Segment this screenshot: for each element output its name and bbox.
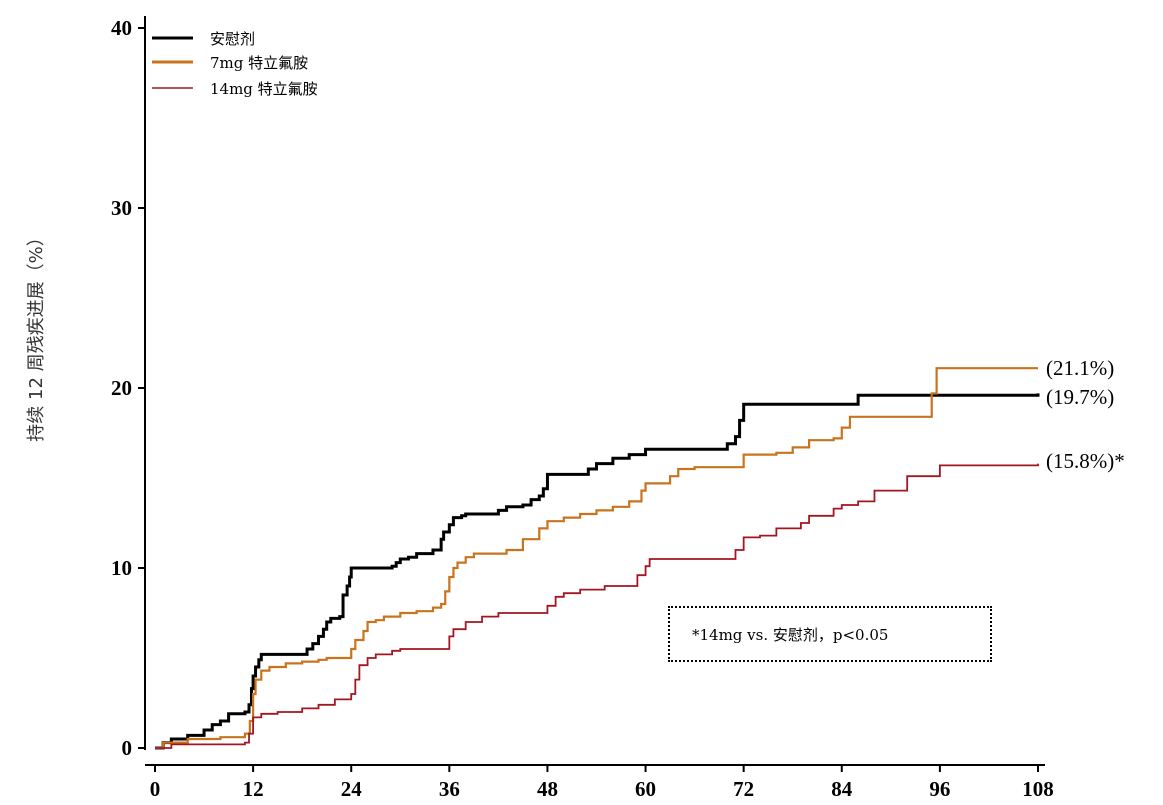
end-label-placebo: (19.7%)	[1046, 385, 1114, 409]
significance-note-text: *14mg vs. 安慰剂，p<0.05	[692, 625, 889, 644]
series-line-placebo	[155, 393, 1040, 750]
y-tick-label: 20	[111, 376, 132, 400]
legend: 安慰剂 7mg 特立氟胺 14mg 特立氟胺	[152, 30, 318, 98]
y-tick-label: 30	[111, 196, 132, 220]
series-line-7mg	[155, 367, 1038, 750]
x-tick-label: 12	[243, 777, 264, 801]
significance-note: *14mg vs. 安慰剂，p<0.05	[668, 606, 992, 662]
y-tick-label: 0	[122, 736, 133, 760]
series-line-14mg	[155, 463, 1039, 749]
x-tick-label: 108	[1022, 777, 1054, 801]
legend-label-14mg: 14mg 特立氟胺	[210, 80, 318, 98]
x-tick-label: 24	[341, 777, 363, 801]
x-tick-label: 96	[929, 777, 950, 801]
x-tick-label: 72	[733, 777, 754, 801]
y-tick-label: 40	[111, 16, 132, 40]
end-label-7mg: (21.1%)	[1046, 356, 1114, 380]
x-tick-label: 36	[439, 777, 460, 801]
series-lines	[155, 367, 1040, 750]
axis-ticks: 0 12 24 36 48 60 72 84 96 108 0 10 20 30 40	[111, 16, 1054, 801]
legend-label-7mg: 7mg 特立氟胺	[210, 54, 308, 72]
x-tick-label: 60	[635, 777, 656, 801]
x-tick-label: 48	[537, 777, 558, 801]
end-label-14mg: (15.8%)*	[1046, 449, 1125, 473]
x-tick-label: 0	[150, 777, 161, 801]
y-axis-label: 持续 12 周残疾进展（%）	[26, 228, 47, 441]
legend-label-placebo: 安慰剂	[210, 30, 255, 48]
y-tick-label: 10	[111, 556, 132, 580]
x-tick-label: 84	[831, 777, 853, 801]
